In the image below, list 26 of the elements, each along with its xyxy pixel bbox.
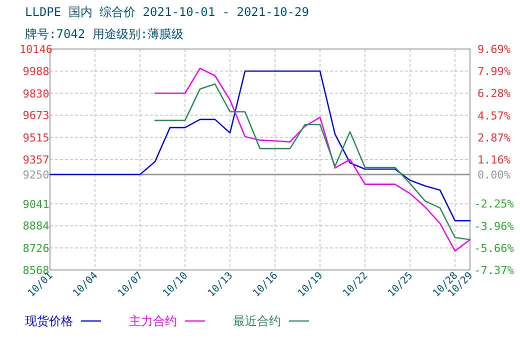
y2-tick-label: 2.87% [477, 131, 511, 144]
y-tick-label: 8884 [22, 220, 50, 233]
y-tick-label: 9357 [22, 154, 50, 166]
y2-tick-label: 1.16% [477, 154, 511, 166]
y-tick-label: 9988 [22, 65, 50, 78]
legend-label: 最近合约 [233, 314, 281, 328]
chart-title: LLDPE 国内 综合价 2021-10-01 - 2021-10-29 [25, 5, 309, 19]
y-tick-label: 9830 [22, 87, 50, 100]
chart-subtitle: 牌号:7042 用途级别:薄膜级 [25, 27, 184, 41]
y2-tick-label: 0.00% [477, 168, 511, 182]
y2-tick-label: -3.96% [474, 220, 514, 233]
y-tick-label: 9041 [22, 198, 50, 211]
y-tick-label: 8726 [22, 242, 50, 255]
y2-tick-label: -2.25% [474, 198, 514, 211]
y-tick-label: 9515 [22, 131, 50, 144]
legend-label: 主力合约 [129, 314, 177, 328]
legend-label: 现货价格 [25, 314, 73, 328]
y2-tick-label: 7.99% [477, 65, 511, 78]
y2-tick-label: -7.37% [474, 264, 514, 277]
y2-tick-label: 4.57% [477, 109, 511, 122]
y-tick-label: 10146 [19, 43, 53, 56]
y2-tick-label: 6.28% [477, 87, 511, 100]
y2-tick-label: 9.69% [477, 43, 511, 56]
y-tick-label: 9250 [22, 168, 50, 182]
y-tick-label: 9673 [22, 109, 50, 122]
y2-tick-label: -5.66% [474, 242, 514, 255]
